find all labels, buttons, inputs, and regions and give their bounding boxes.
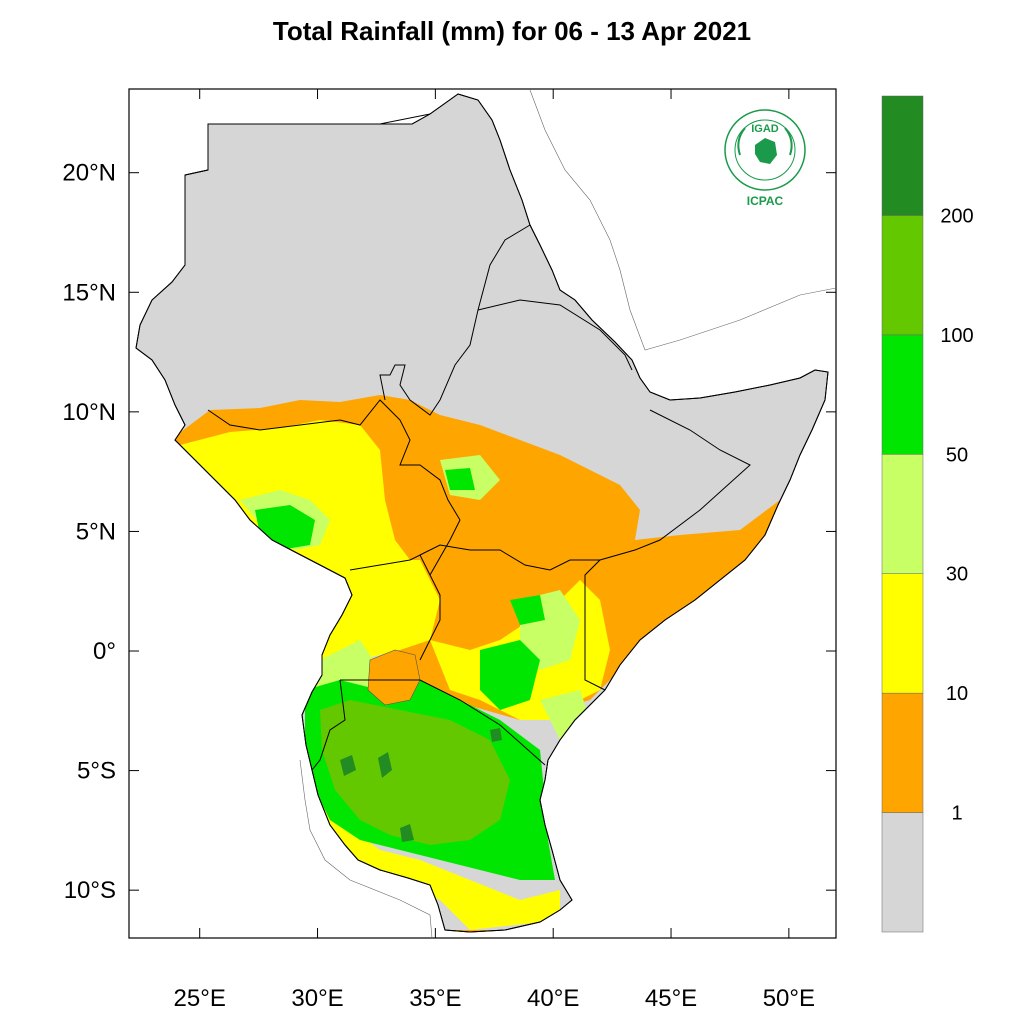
y-tick-label: 5°N [76, 518, 116, 545]
border-egypt [379, 113, 431, 125]
border-ilemi [429, 519, 461, 576]
border-somalia-ethiopia [584, 409, 751, 691]
legend-label: 30 [946, 564, 968, 586]
legend-swatch [881, 812, 924, 933]
legend-label: 10 [946, 683, 968, 705]
logo-inner-ring [734, 119, 796, 181]
map-title: Total Rainfall (mm) for 06 - 13 Apr 2021 [272, 16, 752, 46]
y-tick-label: 10°S [64, 877, 116, 904]
rain-band-30-50 [240, 455, 590, 740]
laurel-right-icon [784, 127, 793, 156]
legend-swatch [881, 573, 924, 694]
logo-bottom-text: ICPAC [747, 194, 784, 208]
border-eritrea [477, 299, 633, 371]
rain-band-100-200 [320, 700, 510, 845]
external-coastlines [299, 89, 837, 939]
laurel-left-icon [737, 127, 746, 156]
igad-icpac-logo: IGAD ICPAC [724, 109, 806, 208]
border-rwanda-burundi [311, 679, 346, 771]
x-tick-label: 30°E [291, 985, 343, 1012]
y-tick-label: 0° [93, 638, 116, 665]
logo-top-text: IGAD [751, 123, 779, 135]
southern-border [299, 759, 433, 939]
x-tick-label: 25°E [174, 985, 226, 1012]
arabian-coast [529, 89, 837, 351]
x-tick-label: 35°E [409, 985, 461, 1012]
x-tick-label: 45°E [645, 985, 697, 1012]
y-tick-label: 10°N [62, 399, 116, 426]
legend-label: 200 [940, 205, 973, 227]
legend-swatch [881, 334, 924, 455]
y-tick-label: 20°N [62, 160, 116, 187]
color-legend: 1 10 30 50 100 200 [881, 95, 974, 933]
legend-swatch [881, 454, 924, 574]
border-west-sudan [184, 124, 209, 240]
legend-swatch [881, 692, 924, 813]
africa-map-icon [755, 138, 777, 164]
legend-swatch [881, 215, 924, 336]
rain-band-200-plus [340, 728, 502, 842]
border-south-sudan-north [207, 399, 461, 521]
legend-swatch [881, 95, 924, 216]
border-kenya-ethiopia [419, 544, 600, 571]
legend-label: 100 [940, 325, 973, 347]
y-tick-label: 5°S [77, 758, 116, 785]
lake-victoria [367, 649, 421, 706]
x-tick-label: 40°E [527, 985, 579, 1012]
legend-label: 1 [951, 803, 962, 825]
border-sudan-ethiopia [379, 224, 531, 416]
land-outline [135, 93, 829, 933]
x-axis: 25°E 30°E 35°E 40°E 45°E 50°E [174, 89, 815, 1012]
y-tick-label: 15°N [62, 279, 116, 306]
border-tanzania-kenya [340, 679, 546, 766]
legend-label: 50 [946, 444, 968, 466]
x-tick-label: 50°E [763, 985, 815, 1012]
y-axis: 20°N 15°N 10°N 5°N 0° 5°S 10°S [62, 160, 836, 904]
country-borders [184, 113, 751, 771]
